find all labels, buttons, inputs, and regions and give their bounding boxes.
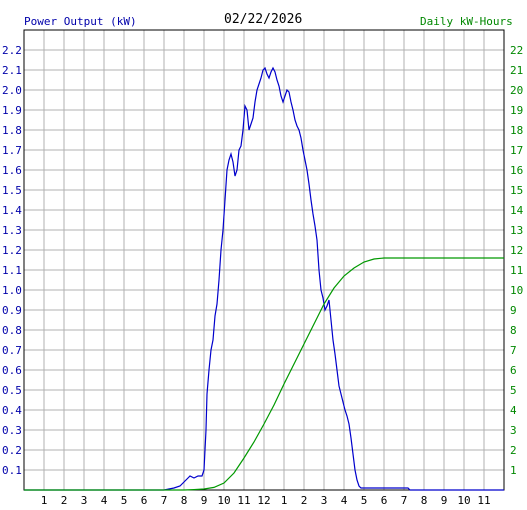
left-tick-label: 0.8 (2, 324, 22, 337)
left-tick-label: 2.1 (2, 64, 22, 77)
left-tick-label: 1.1 (2, 264, 22, 277)
right-tick-label: 7 (510, 344, 517, 357)
x-tick-label: 10 (217, 494, 230, 507)
plot-frame (23, 29, 505, 491)
right-tick-label: 14 (510, 204, 524, 217)
left-tick-label: 1.2 (2, 244, 22, 257)
left-tick-label: 0.4 (2, 404, 22, 417)
x-tick-label: 9 (441, 494, 448, 507)
daily-kwh-line (24, 257, 504, 491)
left-tick-label: 1.7 (2, 144, 22, 157)
left-tick-label: 0.3 (2, 424, 22, 437)
right-tick-label: 11 (510, 264, 523, 277)
left-tick-label: 1.3 (2, 224, 22, 237)
x-tick-label: 8 (421, 494, 428, 507)
x-tick-label: 10 (457, 494, 470, 507)
x-tick-label: 4 (341, 494, 348, 507)
left-tick-label: 0.2 (2, 444, 22, 457)
x-tick-labels: 1 2 3 4 5 6 7 8 9 10 11 12 1 2 3 4 5 6 7 8 9 10 11 (41, 494, 491, 507)
x-tick-label: 1 (41, 494, 48, 507)
x-tick-label: 6 (141, 494, 148, 507)
chart-axes (23, 29, 505, 491)
x-tick-label: 12 (257, 494, 270, 507)
x-tick-label: 3 (81, 494, 88, 507)
left-tick-label: 0.1 (2, 464, 22, 477)
x-tick-label: 3 (321, 494, 328, 507)
right-tick-label: 20 (510, 84, 523, 97)
x-tick-label: 5 (361, 494, 368, 507)
right-tick-label: 18 (510, 124, 523, 137)
left-tick-label: 2.0 (2, 84, 22, 97)
x-tick-label: 2 (61, 494, 68, 507)
left-tick-labels: 0.1 0.2 0.3 0.4 0.5 0.6 0.7 0.8 0.9 1.0 1.1 1.2 1.3 1… (2, 44, 22, 477)
right-tick-label: 22 (510, 44, 523, 57)
right-tick-label: 17 (510, 144, 523, 157)
right-tick-label: 4 (510, 404, 517, 417)
chart-date-title: 02/22/2026 (224, 12, 303, 27)
x-tick-label: 8 (181, 494, 188, 507)
x-tick-label: 7 (161, 494, 168, 507)
x-tick-label: 4 (101, 494, 108, 507)
left-tick-label: 1.4 (2, 204, 22, 217)
right-tick-label: 2 (510, 444, 517, 457)
left-tick-label: 0.6 (2, 364, 22, 377)
x-tick-label: 9 (201, 494, 208, 507)
x-tick-label: 5 (121, 494, 128, 507)
right-tick-label: 1 (510, 464, 517, 477)
chart-grid (24, 30, 504, 490)
right-tick-label: 8 (510, 324, 517, 337)
right-axis-title: Daily kW-Hours (420, 15, 513, 28)
x-tick-label: 2 (301, 494, 308, 507)
right-tick-label: 12 (510, 244, 523, 257)
left-tick-label: 2.2 (2, 44, 22, 57)
right-tick-label: 6 (510, 364, 517, 377)
x-tick-label: 7 (401, 494, 408, 507)
left-tick-label: 1.5 (2, 184, 22, 197)
right-tick-label: 15 (510, 184, 523, 197)
right-tick-label: 13 (510, 224, 523, 237)
x-tick-label: 11 (237, 494, 250, 507)
power-output-line (24, 66, 504, 491)
left-tick-label: 1.6 (2, 164, 22, 177)
right-tick-label: 5 (510, 384, 517, 397)
x-tick-label: 6 (381, 494, 388, 507)
left-axis-title: Power Output (kW) (24, 15, 137, 28)
right-tick-label: 9 (510, 304, 517, 317)
right-tick-label: 19 (510, 104, 523, 117)
right-tick-label: 16 (510, 164, 523, 177)
left-tick-label: 1.8 (2, 124, 22, 137)
x-tick-label: 1 (281, 494, 288, 507)
left-tick-label: 0.9 (2, 304, 22, 317)
right-tick-label: 10 (510, 284, 523, 297)
x-tick-label: 11 (477, 494, 490, 507)
left-tick-label: 0.7 (2, 344, 22, 357)
chart-series (24, 66, 504, 491)
right-tick-label: 3 (510, 424, 517, 437)
left-tick-label: 1.9 (2, 104, 22, 117)
left-tick-label: 1.0 (2, 284, 22, 297)
left-tick-label: 0.5 (2, 384, 22, 397)
right-tick-label: 21 (510, 64, 523, 77)
